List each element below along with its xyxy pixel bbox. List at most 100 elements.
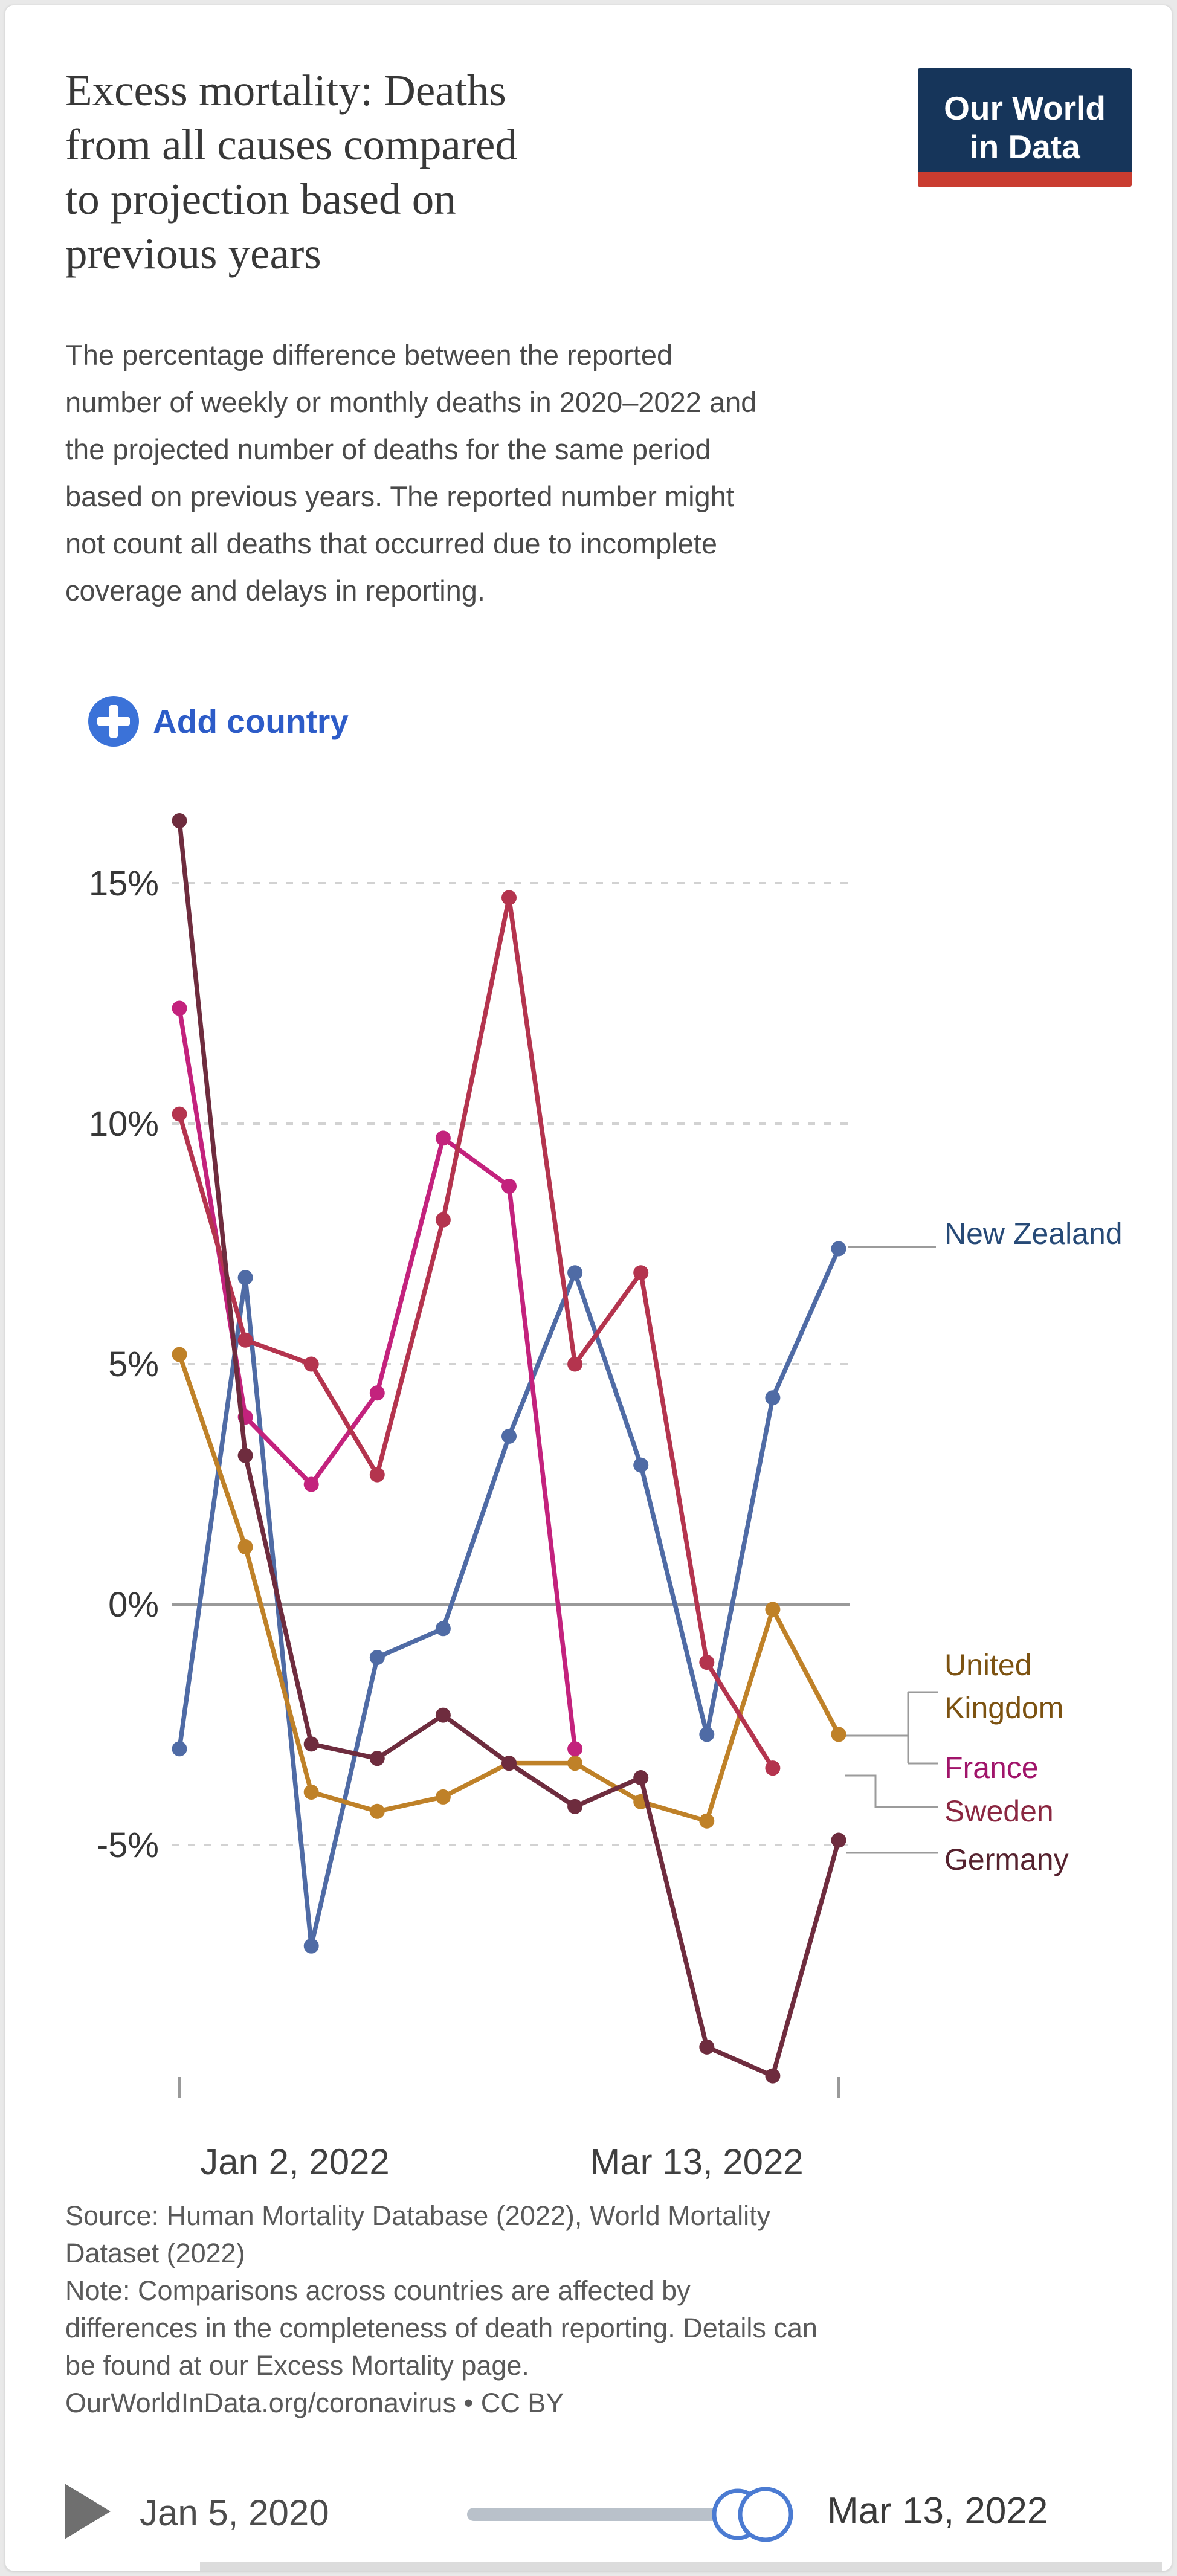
data-point[interactable] [567, 1265, 583, 1281]
add-country-label: Add country [153, 703, 349, 740]
data-point[interactable] [369, 1751, 385, 1766]
data-point[interactable] [435, 1621, 451, 1637]
note-line: differences in the completeness of death… [65, 2313, 817, 2343]
subtitle-line: number of weekly or monthly deaths in 20… [65, 386, 757, 418]
data-point[interactable] [435, 1212, 451, 1228]
data-point[interactable] [567, 1356, 583, 1372]
subtitle-line: coverage and delays in reporting. [65, 575, 485, 607]
chart-card: Excess mortality: Deaths from all causes… [5, 5, 1172, 2571]
data-point[interactable] [369, 1467, 385, 1483]
timeline-end-date: Mar 13, 2022 [827, 2490, 1048, 2532]
y-tick-label: 10% [89, 1104, 159, 1144]
y-tick-label: 5% [108, 1345, 159, 1384]
data-point[interactable] [765, 1390, 781, 1406]
title-line: from all causes compared [65, 120, 517, 169]
data-point[interactable] [435, 1130, 451, 1146]
data-point[interactable] [172, 813, 187, 829]
data-point[interactable] [699, 1655, 715, 1670]
data-point[interactable] [831, 1832, 846, 1848]
series-label-united-kingdom[interactable]: United Kingdom [944, 1648, 1064, 1725]
subtitle-line: The percentage difference between the re… [65, 339, 673, 371]
series-line-new-zealand[interactable] [172, 1241, 846, 1954]
data-point[interactable] [369, 1803, 385, 1819]
data-point[interactable] [303, 1784, 319, 1800]
logo-text-line2: in Data [969, 128, 1080, 166]
series-label-germany[interactable]: Germany [944, 1843, 1069, 1876]
data-point[interactable] [765, 1602, 781, 1617]
x-tick-label-end: Mar 13, 2022 [590, 2142, 804, 2182]
y-tick-label: -5% [97, 1826, 159, 1865]
legend-connector-lines [845, 1246, 938, 1854]
timeline-start-date: Jan 5, 2020 [140, 2493, 329, 2533]
add-country-button[interactable]: Add country [88, 695, 349, 747]
logo-stripe [918, 172, 1132, 187]
subtitle-line: the projected number of deaths for the s… [65, 433, 711, 465]
footer-divider [200, 2562, 1162, 2571]
data-point[interactable] [699, 1727, 715, 1742]
source-note: Source: Human Mortality Database (2022),… [65, 2197, 817, 2422]
data-series-lines[interactable] [172, 813, 846, 2084]
data-point[interactable] [237, 1270, 253, 1286]
data-point[interactable] [435, 1789, 451, 1805]
data-point[interactable] [567, 1798, 583, 1814]
note-line: be found at our Excess Mortality page. [65, 2350, 529, 2381]
data-point[interactable] [567, 1756, 583, 1771]
title-line: Excess mortality: Deaths [65, 66, 506, 115]
series-line-germany[interactable] [172, 813, 846, 2084]
data-point[interactable] [831, 1727, 846, 1742]
excess-mortality-line-chart[interactable]: 15% 10% 5% 0% -5% Jan 2, 2022 Mar 13, 2022 [5, 5, 1172, 2571]
x-tick-label-start: Jan 2, 2022 [200, 2142, 390, 2182]
owid-logo[interactable]: Our World in Data [918, 68, 1132, 187]
series-line-sweden[interactable] [172, 890, 781, 1776]
y-tick-label: 0% [108, 1585, 159, 1624]
x-axis: Jan 2, 2022 Mar 13, 2022 [178, 2077, 840, 2182]
data-point[interactable] [633, 1457, 649, 1473]
data-point[interactable] [303, 1356, 319, 1372]
data-point[interactable] [172, 1000, 187, 1016]
data-point[interactable] [172, 1106, 187, 1122]
timeline-slider[interactable] [457, 2478, 832, 2552]
data-point[interactable] [501, 1756, 517, 1771]
data-point[interactable] [369, 1385, 385, 1401]
slider-handle-right[interactable] [738, 2487, 793, 2542]
series-label-sweden[interactable]: Sweden [944, 1794, 1054, 1828]
play-button[interactable] [59, 2475, 131, 2548]
y-gridlines [172, 882, 850, 1846]
data-point[interactable] [237, 1332, 253, 1348]
data-point[interactable] [633, 1265, 649, 1281]
data-point[interactable] [172, 1741, 187, 1757]
plus-circle-icon [88, 696, 139, 747]
citation-line[interactable]: OurWorldInData.org/coronavirus • CC BY [65, 2388, 564, 2418]
data-point[interactable] [831, 1241, 846, 1257]
source-line: Source: Human Mortality Database (2022),… [65, 2200, 771, 2231]
series-label-new-zealand[interactable]: New Zealand [944, 1217, 1123, 1251]
data-point[interactable] [435, 1707, 451, 1723]
data-point[interactable] [237, 1539, 253, 1554]
data-point[interactable] [501, 890, 517, 906]
series-label-france[interactable]: France [944, 1751, 1039, 1785]
data-point[interactable] [699, 1813, 715, 1829]
data-point[interactable] [303, 1938, 319, 1954]
data-point[interactable] [303, 1476, 319, 1492]
data-point[interactable] [369, 1650, 385, 1666]
subtitle-line: based on previous years. The reported nu… [65, 480, 734, 512]
data-point[interactable] [501, 1428, 517, 1444]
y-axis-tick-labels: 15% 10% 5% 0% -5% [89, 864, 159, 1865]
data-point[interactable] [237, 1447, 253, 1463]
source-line: Dataset (2022) [65, 2238, 245, 2268]
data-point[interactable] [567, 1741, 583, 1757]
title-line: previous years [65, 229, 321, 278]
data-point[interactable] [172, 1347, 187, 1362]
data-point[interactable] [303, 1736, 319, 1752]
subtitle-line: not count all deaths that occurred due t… [65, 527, 718, 559]
data-point[interactable] [633, 1770, 649, 1786]
y-tick-label: 15% [89, 864, 159, 903]
data-point[interactable] [501, 1178, 517, 1194]
data-point[interactable] [765, 1760, 781, 1776]
page-title: Excess mortality: Deaths from all causes… [65, 63, 517, 281]
title-line: to projection based on [65, 175, 456, 224]
data-point[interactable] [765, 2068, 781, 2084]
data-point[interactable] [699, 2039, 715, 2055]
note-line: Note: Comparisons across countries are a… [65, 2275, 691, 2306]
logo-text-line1: Our World [944, 89, 1106, 127]
